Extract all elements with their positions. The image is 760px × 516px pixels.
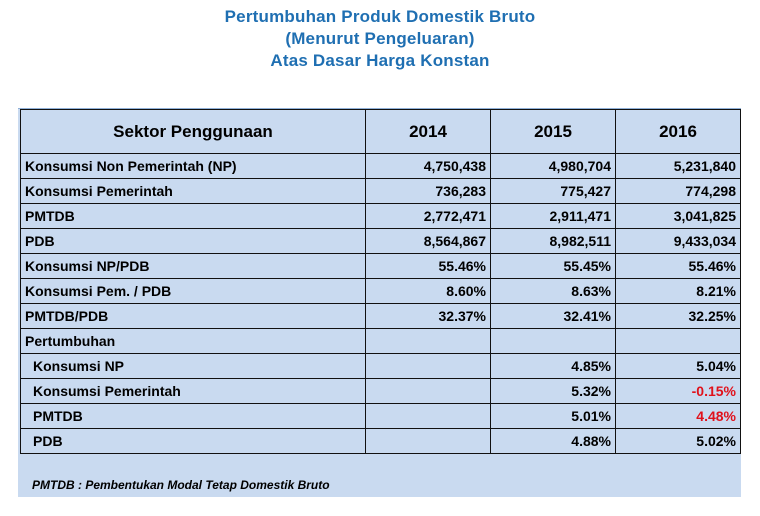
cell-2016: 8.21% xyxy=(615,278,741,304)
cell-2014 xyxy=(365,328,491,354)
cell-2015: 55.45% xyxy=(490,253,616,279)
header-2016: 2016 xyxy=(615,109,741,154)
table-header-row: Sektor Penggunaan 2014 2015 2016 xyxy=(20,109,741,154)
cell-2016: 3,041,825 xyxy=(615,203,741,229)
row-label: Konsumsi Pemerintah xyxy=(20,178,366,204)
row-label: Konsumsi Non Pemerintah (NP) xyxy=(20,153,366,179)
cell-2015: 4.85% xyxy=(490,353,616,379)
cell-2015: 775,427 xyxy=(490,178,616,204)
row-label: PMTDB xyxy=(20,203,366,229)
table-row: PMTDB 2,772,471 2,911,471 3,041,825 xyxy=(20,203,741,229)
row-label: Konsumsi NP xyxy=(20,353,366,379)
cell-2014: 8,564,867 xyxy=(365,228,491,254)
footnote: PMTDB : Pembentukan Modal Tetap Domestik… xyxy=(32,478,330,492)
cell-2016 xyxy=(615,328,741,354)
cell-2015: 4.88% xyxy=(490,428,616,454)
cell-2015: 5.32% xyxy=(490,378,616,404)
table-row: Konsumsi Pemerintah 5.32% -0.15% xyxy=(20,378,741,404)
row-label: Konsumsi Pemerintah xyxy=(20,378,366,404)
table-row: Konsumsi NP 4.85% 5.04% xyxy=(20,353,741,379)
table-row: PMTDB 5.01% 4.48% xyxy=(20,403,741,429)
title-block: Pertumbuhan Produk Domestik Bruto (Menur… xyxy=(0,6,760,72)
cell-2015: 8.63% xyxy=(490,278,616,304)
header-2014: 2014 xyxy=(365,109,491,154)
title-line-3: Atas Dasar Harga Konstan xyxy=(270,51,490,70)
table-row: PDB 8,564,867 8,982,511 9,433,034 xyxy=(20,228,741,254)
row-label: Konsumsi Pem. / PDB xyxy=(20,278,366,304)
cell-2016-highlight: 4.48% xyxy=(615,403,741,429)
cell-2014 xyxy=(365,428,491,454)
row-label: Pertumbuhan xyxy=(20,328,366,354)
table-row: Konsumsi Pem. / PDB 8.60% 8.63% 8.21% xyxy=(20,278,741,304)
cell-2016-negative: -0.15% xyxy=(615,378,741,404)
header-sector: Sektor Penggunaan xyxy=(20,109,366,154)
cell-2014: 8.60% xyxy=(365,278,491,304)
title-line-2: (Menurut Pengeluaran) xyxy=(285,29,475,48)
pdb-table: Sektor Penggunaan 2014 2015 2016 Konsums… xyxy=(20,109,741,454)
cell-2016: 9,433,034 xyxy=(615,228,741,254)
table-row: PMTDB/PDB 32.37% 32.41% 32.25% xyxy=(20,303,741,329)
cell-2016: 5,231,840 xyxy=(615,153,741,179)
cell-2014 xyxy=(365,378,491,404)
cell-2016: 55.46% xyxy=(615,253,741,279)
title-line-1: Pertumbuhan Produk Domestik Bruto xyxy=(224,7,536,26)
cell-2015: 2,911,471 xyxy=(490,203,616,229)
cell-2015: 8,982,511 xyxy=(490,228,616,254)
cell-2016: 5.02% xyxy=(615,428,741,454)
table-row: PDB 4.88% 5.02% xyxy=(20,428,741,454)
cell-2015: 5.01% xyxy=(490,403,616,429)
row-label: PMTDB/PDB xyxy=(20,303,366,329)
cell-2014: 32.37% xyxy=(365,303,491,329)
header-2015: 2015 xyxy=(490,109,616,154)
cell-2014: 4,750,438 xyxy=(365,153,491,179)
row-label: PDB xyxy=(20,428,366,454)
cell-2015: 4,980,704 xyxy=(490,153,616,179)
row-label: PMTDB xyxy=(20,403,366,429)
cell-2016: 32.25% xyxy=(615,303,741,329)
cell-2016: 5.04% xyxy=(615,353,741,379)
table-row: Konsumsi NP/PDB 55.46% 55.45% 55.46% xyxy=(20,253,741,279)
cell-2015: 32.41% xyxy=(490,303,616,329)
cell-2014: 2,772,471 xyxy=(365,203,491,229)
cell-2015 xyxy=(490,328,616,354)
cell-2016: 774,298 xyxy=(615,178,741,204)
row-label: Konsumsi NP/PDB xyxy=(20,253,366,279)
cell-2014: 55.46% xyxy=(365,253,491,279)
cell-2014 xyxy=(365,403,491,429)
table-row: Konsumsi Pemerintah 736,283 775,427 774,… xyxy=(20,178,741,204)
table-row: Pertumbuhan xyxy=(20,328,741,354)
cell-2014: 736,283 xyxy=(365,178,491,204)
row-label: PDB xyxy=(20,228,366,254)
table-row: Konsumsi Non Pemerintah (NP) 4,750,438 4… xyxy=(20,153,741,179)
cell-2014 xyxy=(365,353,491,379)
